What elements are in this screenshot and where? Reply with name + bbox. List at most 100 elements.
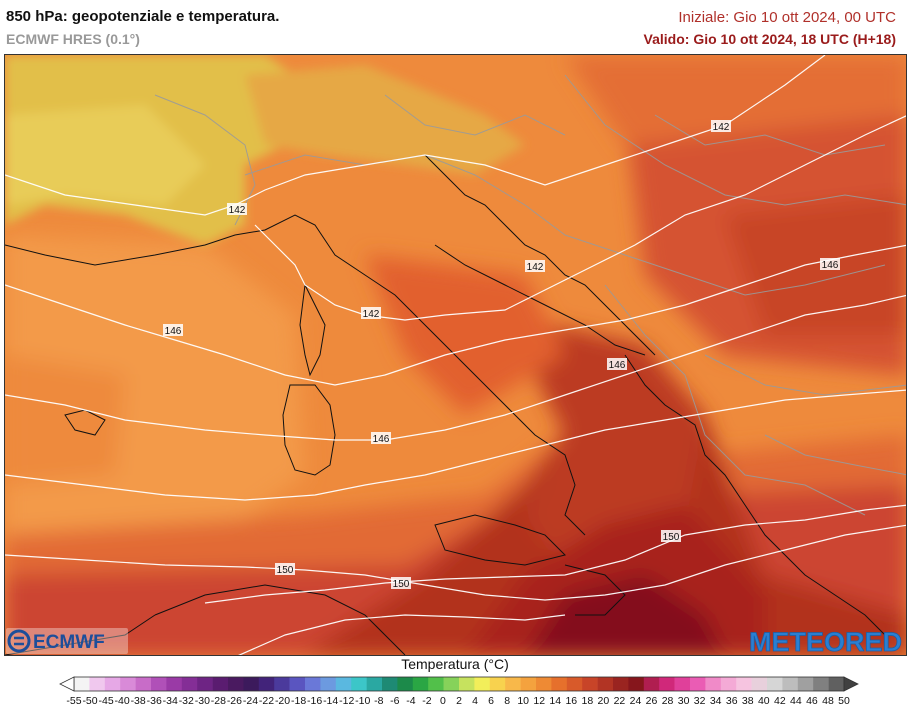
colorbar-swatch <box>274 677 290 691</box>
colorbar-swatch <box>489 677 506 691</box>
valid-time: Valido: Gio 10 ott 2024, 18 UTC (H+18) <box>643 31 896 47</box>
colorbar-swatch <box>89 677 106 691</box>
colorbar-swatch <box>212 677 229 691</box>
colorbar-tick-label: 14 <box>549 695 562 707</box>
colorbar-tick-label: -18 <box>290 695 307 707</box>
colorbar-swatch <box>243 677 260 691</box>
colorbar-swatch <box>674 677 691 691</box>
temperature-colorbar <box>59 676 859 692</box>
colorbar-tick-label: -45 <box>98 695 114 707</box>
colorbar-swatch <box>166 677 183 691</box>
weather-map: 142 142 142 142 146 146 146 146 150 150 … <box>4 54 907 656</box>
colorbar-tick-label: 30 <box>677 695 690 707</box>
colorbar-swatch <box>520 677 537 691</box>
colorbar-swatch <box>536 677 552 691</box>
colorbar-swatch <box>228 677 244 691</box>
colorbar-swatch <box>135 677 152 691</box>
meteored-logo-text: METEORED <box>749 627 902 656</box>
colorbar-swatch <box>305 677 321 691</box>
colorbar-tick-label: 0 <box>440 695 446 707</box>
colorbar-tick-label: -12 <box>339 695 355 707</box>
meteored-logo: METEORED <box>718 626 904 658</box>
colorbar-swatch <box>366 677 383 691</box>
colorbar-swatch <box>320 677 337 691</box>
colorbar-tick-label: 10 <box>517 695 529 707</box>
colorbar-tick-label: 24 <box>629 695 642 707</box>
colorbar-tick-label: 12 <box>533 695 546 707</box>
colorbar-tick-label: 26 <box>645 695 658 707</box>
colorbar-tick-label: 44 <box>790 695 802 707</box>
colorbar-tick-label: -32 <box>178 695 194 707</box>
colorbar-swatch <box>797 677 814 691</box>
colorbar-left-arrow <box>59 676 75 692</box>
isobar-label: 142 <box>713 122 730 133</box>
colorbar-swatch <box>289 677 306 691</box>
isobar-label: 150 <box>277 565 294 576</box>
colorbar-swatch <box>597 677 614 691</box>
coastlines <box>5 154 886 655</box>
colorbar-swatch <box>690 677 706 691</box>
colorbar-swatch <box>197 677 213 691</box>
colorbar-tick-label: -38 <box>130 695 146 707</box>
colorbar-tick-label: -8 <box>374 695 384 707</box>
isobar-label: 146 <box>165 326 182 337</box>
colorbar-tick-label: 36 <box>725 695 738 707</box>
colorbar-tick-label: 38 <box>741 695 754 707</box>
colorbar-swatch <box>351 677 367 691</box>
colorbar-swatch <box>335 677 352 691</box>
colorbar-tick-label: 46 <box>806 695 818 707</box>
colorbar-tick-label: 42 <box>773 695 786 707</box>
colorbar-tick-label: -20 <box>274 695 291 707</box>
colorbar-tick-label: -24 <box>242 695 259 707</box>
colorbar-swatch <box>628 677 645 691</box>
isobar-label: 142 <box>363 309 380 320</box>
colorbar-swatch <box>382 677 398 691</box>
isobar-label: 150 <box>663 532 680 543</box>
colorbar-tick-label: -28 <box>210 695 226 707</box>
colorbar-tick-label: 2 <box>456 695 462 707</box>
colorbar-tick-label: 22 <box>613 695 626 707</box>
colorbar-swatch <box>551 677 568 691</box>
colorbar-swatch <box>828 677 845 691</box>
colorbar-swatch <box>613 677 629 691</box>
colorbar-swatch <box>751 677 768 691</box>
colorbar-tick-label: -40 <box>114 695 130 707</box>
map-title: 850 hPa: geopotenziale e temperatura. <box>6 8 280 25</box>
colorbar-swatch <box>104 677 121 691</box>
colorbar-swatch <box>705 677 722 691</box>
colorbar-tick-label: 28 <box>661 695 674 707</box>
ecmwf-logo: ECMWF <box>6 628 128 654</box>
colorbar-tick-label: 50 <box>838 695 850 707</box>
colorbar-tick-label: 16 <box>565 695 578 707</box>
colorbar-tick-label: 6 <box>488 695 494 707</box>
colorbar-swatch <box>258 677 275 691</box>
colorbar-tick-label: 34 <box>709 695 722 707</box>
isobar-labels: 142 142 142 142 146 146 146 146 150 150 … <box>163 120 840 590</box>
colorbar-tick-label: 40 <box>757 695 770 707</box>
colorbar-swatch <box>813 677 829 691</box>
colorbar-swatch <box>566 677 583 691</box>
model-name: ECMWF HRES (0.1°) <box>6 31 140 47</box>
colorbar-tick-label: -34 <box>162 695 178 707</box>
colorbar-tick-label: 48 <box>822 695 834 707</box>
colorbar-tick-label: -4 <box>406 695 416 707</box>
colorbar-swatch <box>181 677 198 691</box>
isobar-label: 146 <box>609 360 626 371</box>
colorbar-tick-label: -6 <box>390 695 400 707</box>
colorbar-tick-label: -14 <box>323 695 339 707</box>
colorbar-swatch <box>120 677 136 691</box>
colorbar-tick-label: -36 <box>146 695 162 707</box>
colorbar-swatch <box>428 677 444 691</box>
colorbar-swatch <box>459 677 475 691</box>
colorbar-swatch <box>659 677 675 691</box>
colorbar-ticks: -55 -50 -45 -40 -38 -36 -34 -32 -30 -28 -26 -24 -22-… <box>0 695 910 709</box>
colorbar-tick-label: -26 <box>226 695 242 707</box>
colorbar-tick-label: -50 <box>82 695 98 707</box>
colorbar-tick-label: -30 <box>194 695 210 707</box>
colorbar-tick-label: 32 <box>693 695 706 707</box>
legend-title: Temperatura (°C) <box>401 656 509 672</box>
isobar-label: 146 <box>822 260 839 271</box>
colorbar-tick-label: -16 <box>307 695 323 707</box>
colorbar-right-arrow <box>843 676 859 692</box>
colorbar-swatch <box>736 677 752 691</box>
